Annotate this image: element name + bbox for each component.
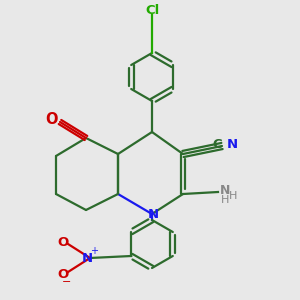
Text: Cl: Cl — [145, 4, 159, 16]
Text: C: C — [212, 139, 222, 152]
Text: N: N — [147, 208, 159, 220]
Text: O: O — [57, 236, 69, 248]
Text: N: N — [81, 251, 93, 265]
Text: N: N — [220, 184, 230, 196]
Text: H: H — [229, 191, 237, 201]
Text: +: + — [90, 246, 98, 256]
Text: −: − — [62, 277, 72, 287]
Text: N: N — [226, 139, 238, 152]
Text: H: H — [221, 195, 229, 205]
Text: O: O — [57, 268, 69, 281]
Text: O: O — [46, 112, 58, 128]
